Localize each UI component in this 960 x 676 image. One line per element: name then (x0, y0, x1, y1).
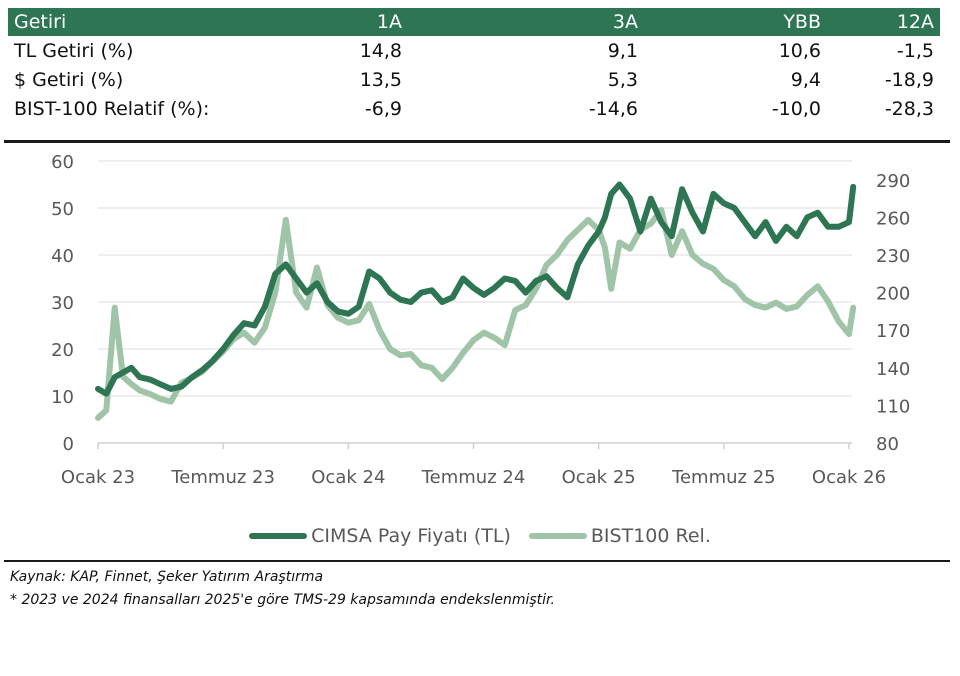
right-axis: 80 110 140 170 200 230 260 290 (876, 171, 910, 455)
header-getiri: Getiri (14, 11, 67, 33)
row-label: $ Getiri (%) (14, 68, 124, 91)
cell-value: 9,1 (607, 39, 638, 62)
table-divider (4, 140, 950, 143)
x-tick-label: Temmuz 23 (170, 467, 275, 488)
header-1a: 1A (376, 11, 402, 33)
table-row: TL Getiri (%) 14,8 9,1 10,6 -1,5 (8, 36, 940, 65)
legend-swatch-cimsa (249, 533, 308, 539)
cell-value: -18,9 (884, 68, 934, 91)
cell-value: 9,4 (790, 68, 821, 91)
x-tick-label: Ocak 25 (562, 467, 636, 488)
x-tick-label: Temmuz 25 (671, 467, 776, 488)
cell-value: -6,9 (364, 97, 402, 120)
x-tick-label: Ocak 24 (311, 467, 385, 488)
cell-value: 10,6 (778, 39, 821, 62)
cell-value: -10,0 (771, 97, 821, 120)
right-tick-label: 140 (876, 359, 910, 380)
returns-table: Getiri 1A 3A YBB 12A TL Getiri (%) 14,8 … (8, 8, 940, 123)
chart-legend: CIMSA Pay Fiyatı (TL) BIST100 Rel. (0, 525, 960, 547)
notes-divider (4, 560, 950, 562)
x-axis: Ocak 23 Temmuz 23 Ocak 24 Temmuz 24 Ocak 25 T… (61, 442, 886, 488)
price-chart: 0 10 20 30 40 50 60 80 110 140 170 200 230 260 290 Oc… (51, 152, 910, 488)
right-tick-label: 290 (876, 171, 910, 192)
cell-value: 5,3 (607, 68, 638, 91)
header-3a: 3A (612, 11, 638, 33)
right-tick-label: 200 (876, 284, 910, 305)
left-tick-label: 10 (51, 387, 74, 408)
left-axis: 0 10 20 30 40 50 60 (51, 152, 74, 455)
right-tick-label: 80 (876, 434, 899, 455)
left-tick-label: 20 (51, 340, 74, 361)
notes: Kaynak: KAP, Finnet, Şeker Yatırım Araşt… (10, 566, 555, 612)
header-12a: 12A (896, 11, 934, 33)
footnote: * 2023 ve 2024 finansalları 2025'e göre … (10, 592, 555, 608)
right-tick-label: 230 (876, 246, 910, 267)
legend-label-bist: BIST100 Rel. (590, 525, 711, 547)
header-ybb: YBB (783, 11, 821, 33)
source-note: Kaynak: KAP, Finnet, Şeker Yatırım Araşt… (10, 569, 324, 585)
left-tick-label: 30 (51, 293, 74, 314)
right-tick-label: 110 (876, 396, 910, 417)
table-header-row: Getiri 1A 3A YBB 12A (8, 8, 940, 36)
cell-value: -1,5 (896, 39, 934, 62)
x-tick-label: Temmuz 24 (421, 467, 526, 488)
legend-item-cimsa: CIMSA Pay Fiyatı (TL) (249, 525, 511, 547)
row-label: TL Getiri (%) (14, 39, 134, 62)
cell-value: -14,6 (588, 97, 638, 120)
series-line-bist100-rel (95, 206, 857, 421)
x-tick-label: Ocak 23 (61, 467, 135, 488)
legend-label-cimsa: CIMSA Pay Fiyatı (TL) (311, 525, 511, 547)
x-tick-label: Ocak 26 (812, 467, 886, 488)
legend-swatch-bist (528, 533, 587, 539)
table-row: BIST-100 Relatif (%): -6,9 -14,6 -10,0 -… (8, 94, 940, 123)
cell-value: 13,5 (359, 68, 402, 91)
left-tick-label: 60 (51, 152, 74, 173)
left-tick-label: 0 (63, 434, 74, 455)
left-tick-label: 50 (51, 199, 74, 220)
row-label: BIST-100 Relatif (%): (14, 97, 210, 120)
legend-item-bist: BIST100 Rel. (528, 525, 711, 547)
series-line-cimsa (95, 181, 857, 397)
right-tick-label: 170 (876, 321, 910, 342)
cell-value: 14,8 (359, 39, 402, 62)
series-lines (95, 181, 857, 421)
table-row: $ Getiri (%) 13,5 5,3 9,4 -18,9 (8, 65, 940, 94)
right-tick-label: 260 (876, 208, 910, 229)
left-tick-label: 40 (51, 246, 74, 267)
gridlines (98, 160, 852, 397)
cell-value: -28,3 (884, 97, 934, 120)
